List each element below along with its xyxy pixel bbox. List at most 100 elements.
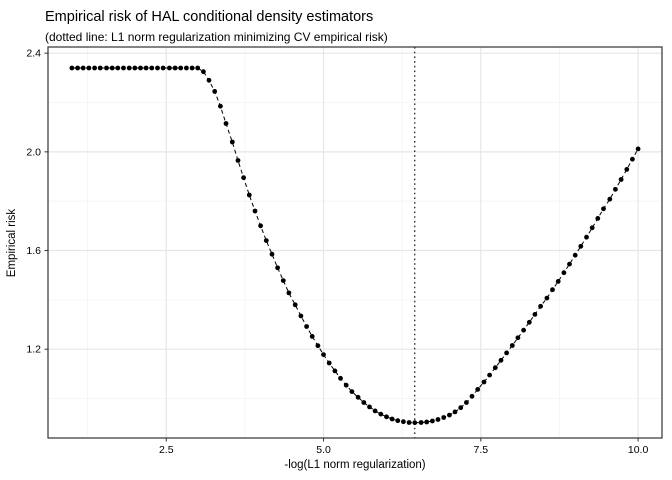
data-point xyxy=(155,65,160,71)
data-point xyxy=(487,372,492,378)
data-point xyxy=(464,400,469,405)
data-point xyxy=(406,420,412,425)
data-point xyxy=(263,238,269,244)
data-point xyxy=(481,379,487,385)
data-point xyxy=(532,312,538,317)
data-point xyxy=(178,65,184,71)
data-point xyxy=(338,375,343,381)
plot-panel: 2.5 5.0 7.5 10.0 1.2 1.6 2.0 2.4 xyxy=(26,46,663,456)
data-point xyxy=(104,65,109,71)
data-point xyxy=(544,295,550,301)
data-point xyxy=(321,352,326,357)
chart-title: Empirical risk of HAL conditional densit… xyxy=(45,9,373,25)
data-point xyxy=(613,186,618,192)
data-point xyxy=(189,65,195,71)
data-point xyxy=(509,343,515,348)
data-point xyxy=(447,412,452,418)
data-point xyxy=(412,420,418,426)
data-point xyxy=(618,177,624,182)
data-point xyxy=(309,334,315,339)
data-point xyxy=(109,65,115,71)
data-point xyxy=(521,327,526,333)
data-point xyxy=(229,139,235,145)
panel-background xyxy=(48,47,662,438)
data-point xyxy=(69,65,75,71)
data-point xyxy=(241,175,247,181)
data-point xyxy=(343,382,349,388)
data-point xyxy=(132,65,138,71)
data-point xyxy=(504,350,509,356)
data-point xyxy=(372,408,378,414)
x-tick-label: 7.5 xyxy=(474,444,489,456)
data-point xyxy=(121,65,126,71)
data-point xyxy=(458,405,464,411)
data-point xyxy=(424,419,430,425)
data-point xyxy=(401,419,406,425)
data-point xyxy=(475,387,481,392)
data-point xyxy=(567,261,572,267)
data-point xyxy=(635,146,641,152)
data-point xyxy=(280,278,286,283)
data-point xyxy=(212,89,218,94)
data-point xyxy=(589,225,595,231)
data-point xyxy=(126,65,132,71)
data-point xyxy=(607,196,613,202)
data-point xyxy=(441,415,447,420)
data-point xyxy=(252,208,258,214)
data-point xyxy=(75,65,80,71)
data-point xyxy=(469,393,475,399)
data-point xyxy=(115,65,121,71)
data-point xyxy=(395,418,401,424)
data-point xyxy=(355,394,361,400)
data-point xyxy=(206,77,212,83)
x-tick-label: 10.0 xyxy=(628,444,649,456)
data-point xyxy=(258,223,263,229)
data-point xyxy=(298,313,304,319)
data-point xyxy=(550,287,555,293)
data-point xyxy=(292,302,298,308)
x-tick-label: 5.0 xyxy=(316,444,331,456)
data-point xyxy=(315,343,321,349)
data-point xyxy=(601,206,606,212)
data-point xyxy=(367,404,372,410)
data-point xyxy=(86,65,92,71)
data-point xyxy=(584,234,589,240)
data-point xyxy=(378,411,384,417)
data-point xyxy=(97,65,103,71)
data-point xyxy=(526,319,532,325)
data-point xyxy=(138,65,143,71)
data-point xyxy=(361,400,367,405)
data-point xyxy=(418,420,424,425)
data-point xyxy=(349,389,355,394)
data-point xyxy=(578,243,584,249)
data-point xyxy=(92,65,97,71)
data-point xyxy=(269,251,275,257)
data-point xyxy=(555,279,561,284)
y-tick-label: 1.6 xyxy=(26,245,41,257)
data-point xyxy=(561,270,567,276)
data-point xyxy=(515,335,521,341)
data-point xyxy=(498,357,504,363)
data-point xyxy=(492,365,498,371)
data-point xyxy=(286,290,292,296)
y-tick-label: 1.2 xyxy=(26,344,41,356)
data-point xyxy=(223,121,229,126)
data-point xyxy=(572,252,578,258)
data-point xyxy=(595,216,601,221)
data-point xyxy=(143,65,149,71)
data-point xyxy=(538,303,543,309)
y-tick-label: 2.0 xyxy=(26,146,41,158)
data-point xyxy=(389,416,395,422)
data-point xyxy=(435,417,441,422)
data-point xyxy=(235,158,241,163)
data-point xyxy=(80,65,86,71)
data-point xyxy=(184,65,189,71)
y-axis-title: Empirical risk xyxy=(6,209,18,278)
x-axis-title: -log(L1 norm regularization) xyxy=(284,459,425,471)
data-point xyxy=(246,192,252,198)
chart-subtitle: (dotted line: L1 norm regularization min… xyxy=(45,30,388,44)
x-tick-label: 2.5 xyxy=(159,444,174,456)
data-point xyxy=(160,65,166,71)
